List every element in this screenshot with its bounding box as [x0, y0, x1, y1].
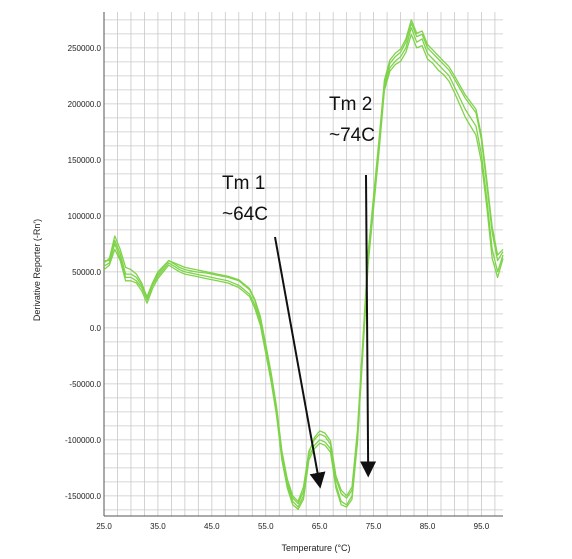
annotation-arrow: [274, 236, 326, 489]
series-line: [104, 19, 504, 505]
y-tick-label: 150000.0: [68, 156, 102, 165]
annotation-label-line2: ~64C: [222, 204, 268, 225]
y-tick-label: -100000.0: [65, 436, 102, 445]
x-tick-label: 75.0: [366, 522, 382, 531]
x-tick-label: 45.0: [204, 522, 220, 531]
series-line: [103, 33, 504, 510]
annotation-label-line1: Tm 1: [222, 173, 265, 194]
annotation-label-line1: Tm 2: [329, 94, 372, 115]
x-tick-label: 85.0: [420, 522, 436, 531]
x-tick-label: 95.0: [474, 522, 490, 531]
plot-frame: [103, 12, 503, 517]
y-tick-label: 50000.0: [72, 268, 101, 277]
y-tick-label: 200000.0: [68, 100, 102, 109]
series-lines: [103, 19, 504, 510]
annotation-label-line2: ~74C: [329, 125, 375, 146]
x-tick-label: 35.0: [150, 522, 166, 531]
x-tick-labels: 25.0 35.0 45.0 55.0 65.0 75.0 85.0 95.0: [96, 522, 490, 531]
series-line: [103, 22, 504, 503]
x-tick-label: 65.0: [312, 522, 328, 531]
x-axis-title: Temperature (°C): [281, 543, 350, 553]
y-tick-label: -150000.0: [65, 492, 102, 501]
y-tick-label: -50000.0: [69, 380, 101, 389]
annotation-arrow: [360, 174, 377, 478]
y-tick-label: 100000.0: [68, 212, 102, 221]
grid: [103, 12, 503, 516]
y-axis-title: Derivative Reporter (-Rn'): [32, 219, 42, 321]
annotations: Tm 1 ~64C Tm 2 ~74C: [222, 94, 377, 489]
y-tick-labels: 250000.0 200000.0 150000.0 100000.0 50000.0 0…: [65, 44, 102, 501]
series-line: [103, 27, 504, 508]
y-tick-label: 0.0: [90, 324, 102, 333]
x-tick-label: 25.0: [96, 522, 112, 531]
y-tick-label: 250000.0: [68, 44, 102, 53]
x-tick-label: 55.0: [258, 522, 274, 531]
